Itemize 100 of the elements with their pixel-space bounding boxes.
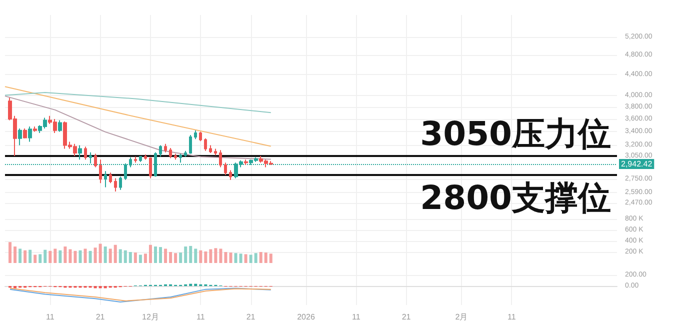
bar <box>184 246 188 263</box>
bar <box>98 244 102 263</box>
candlestick <box>209 144 212 154</box>
bar <box>269 254 272 263</box>
x-tick-label: 21 <box>246 312 256 322</box>
candlestick <box>109 172 112 184</box>
bar <box>199 250 202 263</box>
bar <box>224 252 228 263</box>
bar <box>34 254 37 263</box>
bar <box>118 249 122 263</box>
x-tick-label: 11 <box>352 312 361 322</box>
candlestick <box>33 126 37 132</box>
candlestick <box>114 178 117 192</box>
candlestick <box>159 144 162 158</box>
bar <box>48 250 52 263</box>
x-tick-label: 11 <box>46 312 55 322</box>
candlestick <box>104 170 107 188</box>
candlestick <box>139 155 142 162</box>
bar <box>8 242 12 263</box>
bar <box>164 248 168 263</box>
line-series <box>4 96 272 160</box>
candlestick <box>199 131 202 142</box>
candlestick <box>144 154 147 160</box>
bar <box>64 246 67 263</box>
bar <box>179 252 182 263</box>
bar <box>219 248 222 263</box>
candlestick <box>134 156 137 164</box>
bar <box>229 252 232 263</box>
candlestick <box>28 126 32 142</box>
x-tick-label: 11 <box>196 312 206 322</box>
bar <box>54 248 57 263</box>
bar <box>194 248 198 263</box>
bar <box>209 249 212 263</box>
candlestick <box>89 152 92 164</box>
candlestick <box>214 148 217 156</box>
candlestick <box>189 134 192 154</box>
bar <box>58 250 62 263</box>
ref-line-label: 2800支撑位 <box>420 178 611 218</box>
bar <box>104 246 107 263</box>
bar <box>134 252 137 263</box>
candlestick <box>119 176 122 190</box>
candlestick <box>99 159 102 184</box>
candlestick <box>174 153 177 160</box>
bar <box>128 252 132 263</box>
candlestick <box>78 144 82 160</box>
bar <box>74 250 77 263</box>
bar <box>24 250 27 263</box>
bar <box>94 248 97 263</box>
x-tick-label: 2026 <box>297 312 316 322</box>
bar <box>114 244 117 263</box>
bar <box>159 247 162 263</box>
bar <box>18 248 22 263</box>
bar <box>108 248 112 263</box>
bar <box>44 250 47 263</box>
bar <box>204 251 208 263</box>
ref-line-label: 2,942.42 <box>621 159 653 168</box>
candlestick <box>194 130 197 140</box>
bar <box>174 253 178 263</box>
candlestick <box>179 153 182 164</box>
bar <box>214 248 218 263</box>
bar <box>84 248 87 263</box>
bar <box>234 253 238 263</box>
bar <box>254 253 258 263</box>
bar <box>189 246 192 263</box>
line-series <box>4 92 272 114</box>
bar <box>144 254 147 263</box>
candlestick <box>58 120 62 132</box>
x-tick-label: 11 <box>508 312 516 322</box>
candlestick <box>169 148 172 159</box>
x-tick-label: 21 <box>402 312 412 322</box>
bar <box>154 246 157 263</box>
bar <box>169 252 172 263</box>
bar <box>124 250 127 263</box>
bar <box>38 254 42 263</box>
candlestick <box>149 156 152 179</box>
candlestick <box>224 162 227 176</box>
bar <box>249 254 252 263</box>
candlestick <box>94 153 97 168</box>
bar <box>244 254 248 263</box>
bar <box>78 250 82 263</box>
bar <box>148 244 152 263</box>
candlestick <box>23 128 27 139</box>
bar <box>88 250 92 263</box>
bar <box>259 252 262 263</box>
candlestick <box>18 128 22 146</box>
candlestick <box>164 143 167 153</box>
x-tick-label: 2月 <box>455 312 468 322</box>
bar <box>28 250 32 263</box>
bar <box>68 249 72 263</box>
bar <box>264 252 268 263</box>
candlestick <box>244 159 248 166</box>
candlestick <box>84 146 87 160</box>
ref-line-label: 3050压力位 <box>420 114 611 153</box>
candlestick <box>204 138 207 152</box>
x-tick-label: 12月 <box>142 312 159 322</box>
candlestick <box>219 150 222 168</box>
candlestick <box>184 150 187 158</box>
bar <box>138 254 142 263</box>
bar <box>239 254 242 263</box>
bar <box>14 246 17 263</box>
